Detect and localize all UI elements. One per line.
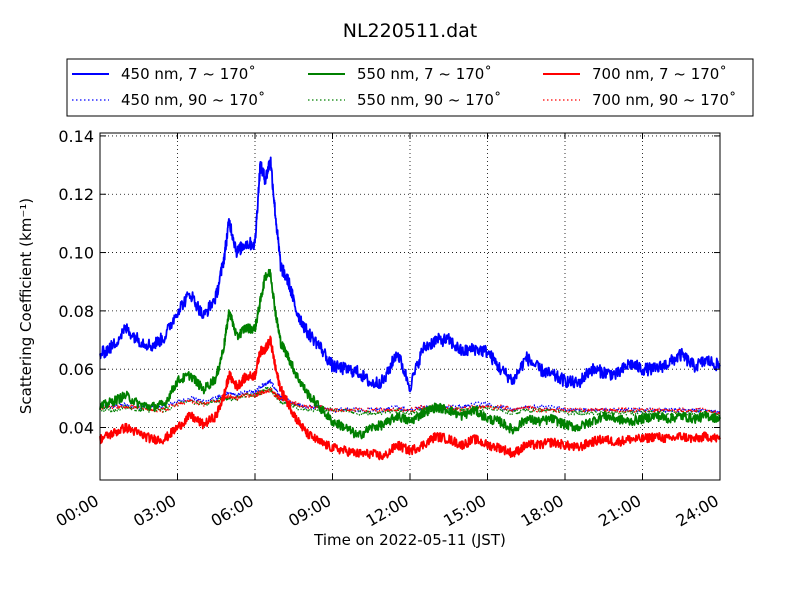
y-axis-label: Scattering Coefficient (km⁻¹): [17, 198, 35, 414]
x-tick-label: 18:00: [518, 491, 567, 531]
series-line: [99, 156, 721, 393]
legend: 450 nm, 7 ~ 170˚ 550 nm, 7 ~ 170˚ 700 nm, …: [66, 58, 754, 117]
legend-label: 450 nm, 90 ~ 170˚: [121, 91, 265, 109]
x-tick-label: 09:00: [285, 491, 334, 531]
y-tick-label: 0.04: [58, 419, 94, 438]
series-line: [99, 268, 721, 440]
series-line: [99, 386, 721, 418]
legend-box: [66, 58, 754, 117]
y-tick-label: 0.08: [58, 302, 94, 321]
x-tick-label: 03:00: [130, 491, 179, 531]
series-layer: [99, 156, 721, 461]
y-tick-label: 0.06: [58, 360, 94, 379]
y-tick-label: 0.10: [58, 244, 94, 263]
grid: [100, 133, 720, 480]
x-tick-label: 00:00: [53, 491, 102, 531]
ticks: 00:00 03:00 06:00 09:00 12:00 15:00 18:00 21:00…: [53, 127, 722, 531]
series-line: [99, 378, 721, 416]
series-line: [99, 335, 721, 461]
legend-label: 700 nm, 90 ~ 170˚: [592, 91, 736, 109]
x-tick-label: 21:00: [595, 491, 644, 531]
x-tick-label: 06:00: [208, 491, 257, 531]
x-axis-label: Time on 2022-05-11 (JST): [313, 531, 506, 549]
x-tick-label: 15:00: [440, 491, 489, 531]
x-tick-label: 24:00: [673, 491, 722, 531]
legend-label: 550 nm, 7 ~ 170˚: [357, 65, 492, 83]
legend-label: 550 nm, 90 ~ 170˚: [357, 91, 501, 109]
legend-label: 450 nm, 7 ~ 170˚: [121, 65, 256, 83]
x-tick-label: 12:00: [363, 491, 412, 531]
chart-title: NL220511.dat: [343, 20, 478, 42]
y-tick-label: 0.14: [58, 127, 94, 146]
y-tick-label: 0.12: [58, 185, 94, 204]
legend-label: 700 nm, 7 ~ 170˚: [592, 65, 727, 83]
